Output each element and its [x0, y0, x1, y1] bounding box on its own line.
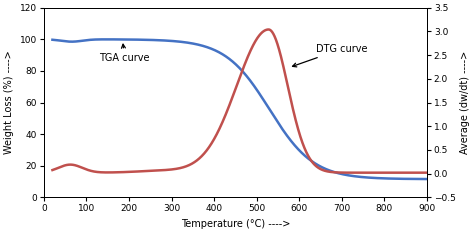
Text: TGA curve: TGA curve	[99, 44, 150, 63]
Y-axis label: Average (dw/dt) ---->: Average (dw/dt) ---->	[460, 51, 470, 154]
Text: DTG curve: DTG curve	[292, 44, 368, 67]
X-axis label: Temperature (°C) ---->: Temperature (°C) ---->	[181, 219, 290, 229]
Y-axis label: Weight Loss (%) ---->: Weight Loss (%) ---->	[4, 51, 14, 154]
